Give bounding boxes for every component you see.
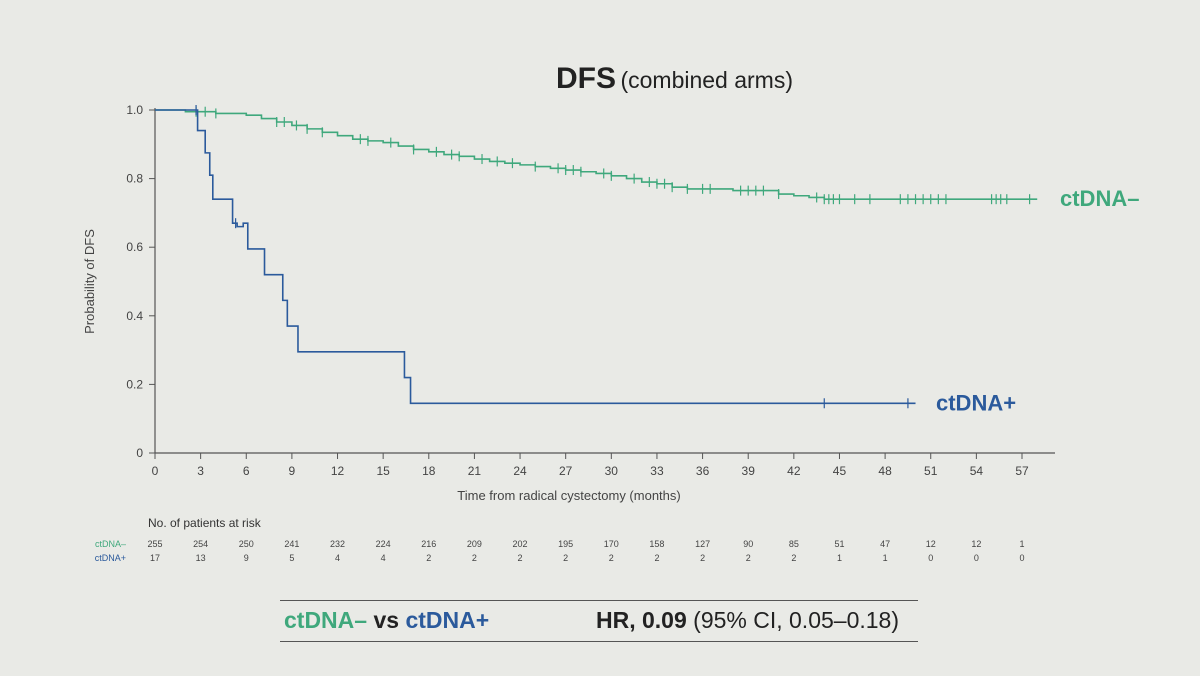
risk-cell: 232 [330, 539, 345, 549]
x-tick-label: 48 [878, 464, 892, 478]
x-tick-label: 30 [605, 464, 619, 478]
risk-cell: 0 [1019, 553, 1024, 563]
risk-cell: 241 [284, 539, 299, 549]
risk-cell: 9 [244, 553, 249, 563]
risk-cell: 90 [743, 539, 753, 549]
risk-cell: 2 [563, 553, 568, 563]
risk-cell: 0 [928, 553, 933, 563]
risk-cell: 51 [834, 539, 844, 549]
risk-cell: 2 [426, 553, 431, 563]
x-tick-label: 39 [742, 464, 756, 478]
risk-cell: 47 [880, 539, 890, 549]
x-tick-label: 21 [468, 464, 482, 478]
risk-cell: 85 [789, 539, 799, 549]
risk-cell: 4 [381, 553, 386, 563]
x-axis-label: Time from radical cystectomy (months) [457, 488, 680, 503]
risk-cell: 2 [609, 553, 614, 563]
risk-cell: 1 [883, 553, 888, 563]
risk-cell: 2 [746, 553, 751, 563]
series-label-ctdna-pos: ctDNA+ [936, 390, 1016, 415]
risk-cell: 5 [289, 553, 294, 563]
x-tick-label: 24 [513, 464, 527, 478]
hr-value: HR, 0.09 (95% CI, 0.05–0.18) [596, 607, 899, 634]
risk-cell: 254 [193, 539, 208, 549]
risk-cell: 2 [654, 553, 659, 563]
risk-cell: 2 [472, 553, 477, 563]
risk-cell: 216 [421, 539, 436, 549]
y-tick-label: 1.0 [126, 103, 143, 117]
x-tick-label: 54 [970, 464, 984, 478]
risk-cell: 170 [604, 539, 619, 549]
risk-cell: 195 [558, 539, 573, 549]
risk-cell: 13 [196, 553, 206, 563]
risk-cell: 17 [150, 553, 160, 563]
y-tick-label: 0.4 [126, 309, 143, 323]
x-tick-label: 27 [559, 464, 573, 478]
hr-pos-label: ctDNA+ [405, 607, 490, 633]
risk-cell: 2 [791, 553, 796, 563]
risk-cell: 4 [335, 553, 340, 563]
risk-cell: 12 [971, 539, 981, 549]
x-tick-label: 51 [924, 464, 938, 478]
hr-neg-label: ctDNA– [284, 607, 368, 633]
risk-cell: 1 [1019, 539, 1024, 549]
hr-vs: vs [373, 607, 400, 633]
risk-cell: 0 [974, 553, 979, 563]
x-tick-label: 18 [422, 464, 436, 478]
series-line-ctdna-neg [155, 109, 1038, 200]
x-tick-label: 36 [696, 464, 710, 478]
x-tick-label: 57 [1015, 464, 1029, 478]
km-chart: 00.20.40.60.81.00 3 6 9 12 15 18 21 24 27 30 33 36 39… [82, 103, 1139, 563]
risk-cell: 2 [700, 553, 705, 563]
hr-comparison: ctDNA– vs ctDNA+ [284, 607, 489, 634]
y-tick-label: 0 [136, 446, 143, 460]
risk-cell: 12 [926, 539, 936, 549]
risk-cell: 158 [649, 539, 664, 549]
risk-row-label: ctDNA+ [95, 553, 126, 563]
risk-cell: 2 [518, 553, 523, 563]
chart-title-main: DFS [556, 62, 616, 95]
y-tick-label: 0.8 [126, 172, 143, 186]
x-tick-label: 42 [787, 464, 801, 478]
hr-ci: (95% CI, 0.05–0.18) [693, 607, 899, 633]
risk-table-title: No. of patients at risk [148, 516, 262, 530]
x-tick-label: 9 [289, 464, 296, 478]
hr-label: HR, 0.09 [596, 607, 687, 633]
x-tick-label: 12 [331, 464, 345, 478]
y-axis-label: Probability of DFS [82, 229, 97, 334]
risk-cell: 255 [147, 539, 162, 549]
risk-cell: 1 [837, 553, 842, 563]
chart-subtitle: (combined arms) [620, 67, 793, 93]
y-tick-label: 0.6 [126, 240, 143, 254]
chart-title: DFS (combined arms) [556, 62, 793, 96]
x-tick-label: 15 [376, 464, 390, 478]
hazard-ratio-box: ctDNA– vs ctDNA+ HR, 0.09 (95% CI, 0.05–… [280, 600, 918, 642]
y-tick-label: 0.2 [126, 377, 143, 391]
risk-cell: 224 [376, 539, 391, 549]
risk-cell: 127 [695, 539, 710, 549]
x-tick-label: 0 [152, 464, 159, 478]
risk-row-label: ctDNA– [95, 539, 126, 549]
risk-cell: 209 [467, 539, 482, 549]
risk-cell: 202 [513, 539, 528, 549]
x-tick-label: 33 [650, 464, 664, 478]
x-tick-label: 6 [243, 464, 250, 478]
x-tick-label: 3 [197, 464, 204, 478]
x-tick-label: 45 [833, 464, 847, 478]
risk-cell: 250 [239, 539, 254, 549]
series-line-ctdna-pos [155, 109, 916, 405]
series-label-ctdna-neg: ctDNA– [1060, 186, 1139, 211]
